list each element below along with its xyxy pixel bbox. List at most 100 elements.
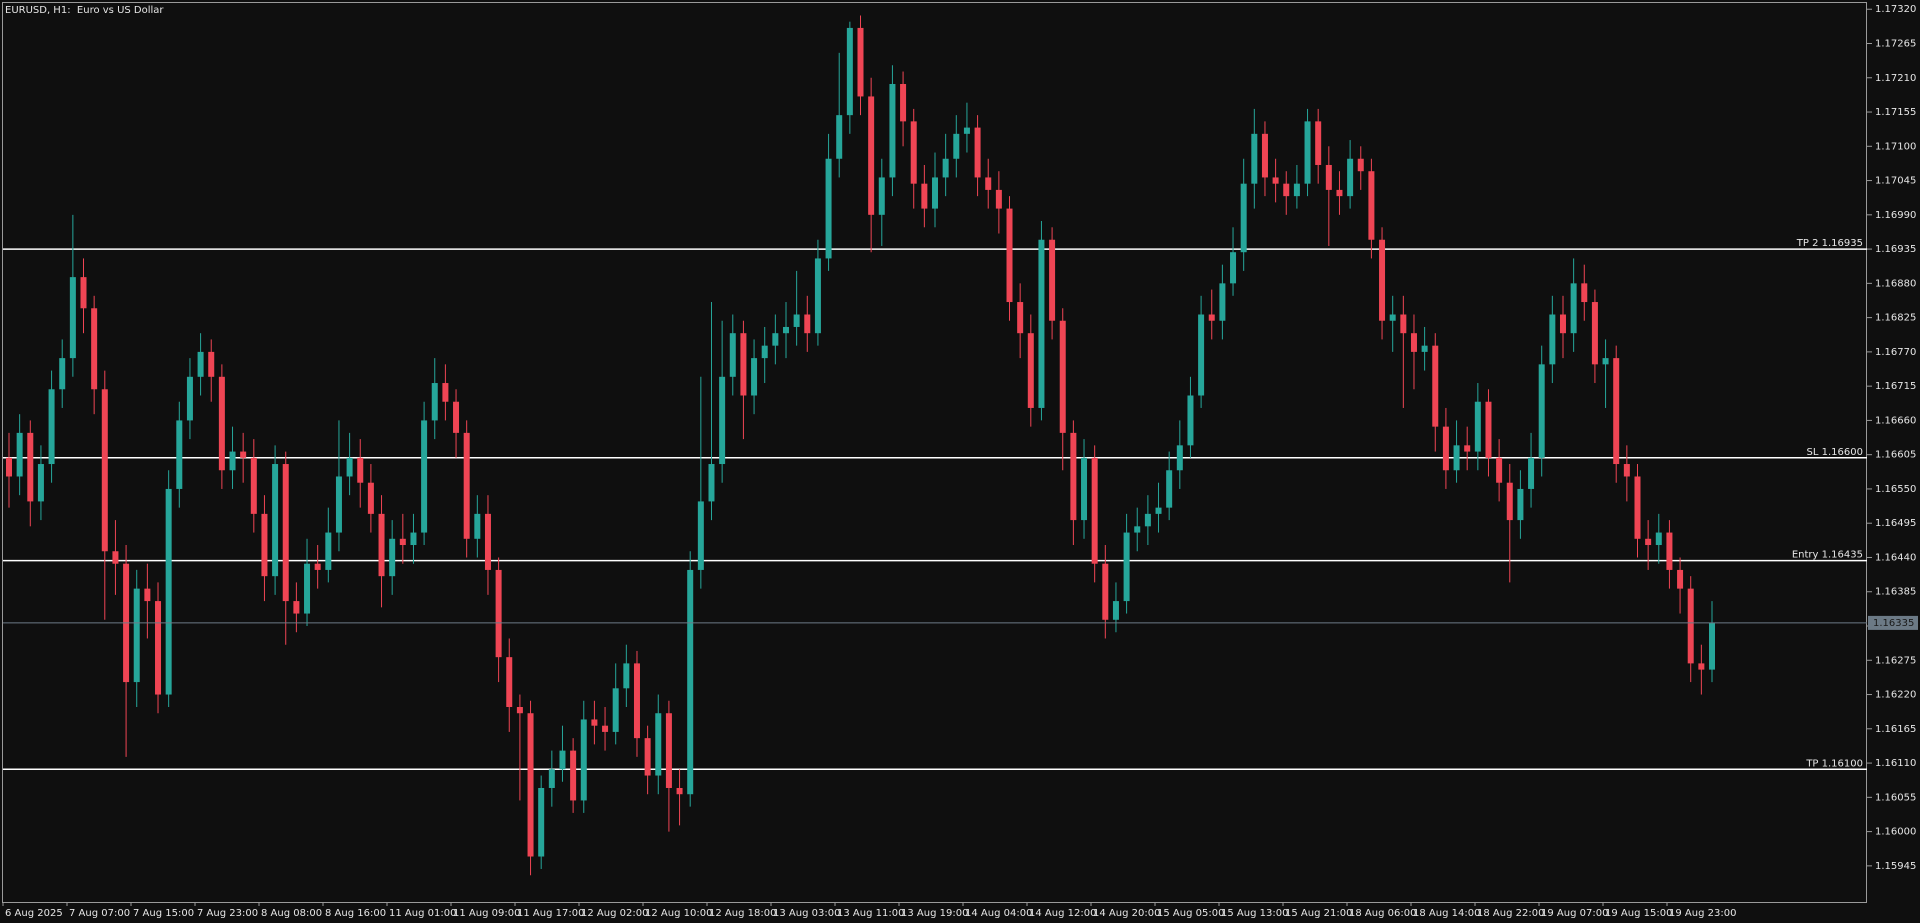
y-tick-label: 1.16220 xyxy=(1875,690,1916,701)
x-tick-label: 18 Aug 14:00 xyxy=(1413,908,1480,919)
candle-body xyxy=(389,538,396,577)
x-tick-label: 12 Aug 02:00 xyxy=(581,908,648,919)
level-label: TP 1.16100 xyxy=(1805,758,1863,769)
candle-body xyxy=(1240,183,1247,253)
x-tick-label: 13 Aug 11:00 xyxy=(837,908,904,919)
y-tick-label: 1.16825 xyxy=(1875,313,1916,324)
candle-body xyxy=(665,713,672,788)
y-tick-label: 1.16055 xyxy=(1875,792,1916,803)
candle-body xyxy=(1272,177,1279,184)
candle-body xyxy=(80,277,87,309)
y-tick-label: 1.16550 xyxy=(1875,484,1916,495)
candle-body xyxy=(314,563,321,570)
candle-body xyxy=(335,476,342,533)
candle-body xyxy=(1410,333,1417,352)
candle-body xyxy=(1293,183,1300,197)
candle-body xyxy=(868,96,875,215)
y-tick-label: 1.17210 xyxy=(1875,73,1916,84)
level-label: TP 2 1.16935 xyxy=(1796,238,1863,249)
y-tick-label: 1.16715 xyxy=(1875,381,1916,392)
y-tick-label: 1.16770 xyxy=(1875,347,1916,358)
candle-body xyxy=(1570,283,1577,334)
y-tick-label: 1.16935 xyxy=(1875,244,1916,255)
candle-body xyxy=(1581,283,1588,303)
candle-body xyxy=(1709,622,1715,670)
candle-body xyxy=(570,750,577,801)
x-tick-label: 12 Aug 10:00 xyxy=(645,908,712,919)
x-tick-label: 15 Aug 21:00 xyxy=(1285,908,1352,919)
candle-body xyxy=(48,389,55,465)
candle-body xyxy=(1506,482,1513,521)
candle-body xyxy=(1027,333,1034,408)
candle-body xyxy=(1283,183,1290,197)
candle-body xyxy=(548,769,555,788)
candle-body xyxy=(1123,532,1130,602)
candle-body xyxy=(197,351,204,377)
candle-body xyxy=(378,513,385,577)
candle-body xyxy=(1538,364,1545,458)
y-tick-label: 1.15945 xyxy=(1875,861,1916,872)
candle-body xyxy=(900,83,907,122)
y-tick-label: 1.16110 xyxy=(1875,758,1916,769)
candle-body xyxy=(1112,601,1119,620)
y-tick-label: 1.17100 xyxy=(1875,141,1916,152)
candle-body xyxy=(602,725,609,732)
candle-body xyxy=(1006,208,1013,303)
candle-body xyxy=(27,432,34,502)
candle-body xyxy=(1559,314,1566,334)
candle-body xyxy=(325,532,332,570)
candle-body xyxy=(836,115,843,159)
candle-body xyxy=(591,719,598,726)
candle-body xyxy=(506,657,513,707)
candle-body xyxy=(559,750,566,770)
candle-body xyxy=(1379,239,1386,321)
candle-body xyxy=(304,563,311,614)
x-tick-label: 15 Aug 13:00 xyxy=(1221,908,1288,919)
candle-body xyxy=(1059,320,1066,433)
y-tick-label: 1.16880 xyxy=(1875,278,1916,289)
candle-body xyxy=(495,569,502,658)
x-tick-label: 11 Aug 09:00 xyxy=(453,908,520,919)
y-tick-label: 1.16165 xyxy=(1875,724,1916,735)
candle-body xyxy=(410,532,417,546)
candle-body xyxy=(729,333,736,377)
candle-body xyxy=(463,432,470,539)
candle-body xyxy=(484,513,491,570)
candle-body xyxy=(1102,563,1109,620)
candle-body xyxy=(229,451,236,471)
candle-body xyxy=(1623,464,1630,477)
candle-body xyxy=(1464,445,1471,452)
candle-body xyxy=(761,345,768,359)
candle-body xyxy=(580,719,587,801)
candle-body xyxy=(793,314,800,327)
candle-body xyxy=(59,358,66,390)
y-tick-label: 1.16440 xyxy=(1875,552,1916,563)
y-tick-label: 1.16385 xyxy=(1875,587,1916,598)
candle-body xyxy=(1166,470,1173,508)
y-tick-label: 1.16605 xyxy=(1875,450,1916,461)
candle-body xyxy=(1528,457,1535,489)
candle-body xyxy=(846,27,853,116)
y-tick-label: 1.16275 xyxy=(1875,655,1916,666)
x-tick-label: 14 Aug 20:00 xyxy=(1093,908,1160,919)
candle-body xyxy=(1687,588,1694,664)
level-label: Entry 1.16435 xyxy=(1792,550,1863,561)
candle-body xyxy=(1208,314,1215,321)
x-tick-label: 14 Aug 12:00 xyxy=(1029,908,1096,919)
y-tick-label: 1.17045 xyxy=(1875,176,1916,187)
x-tick-label: 12 Aug 18:00 xyxy=(709,908,776,919)
candle-body xyxy=(655,713,662,776)
x-tick-label: 6 Aug 2025 xyxy=(5,908,63,919)
candle-body xyxy=(857,27,864,97)
candle-body xyxy=(1155,507,1162,514)
candle-body xyxy=(133,588,140,683)
candle-body xyxy=(953,133,960,159)
candle-body xyxy=(357,457,364,483)
x-tick-label: 13 Aug 03:00 xyxy=(773,908,840,919)
candle-body xyxy=(346,457,353,477)
candle-body xyxy=(878,177,885,215)
x-tick-label: 11 Aug 01:00 xyxy=(389,908,456,919)
y-tick-label: 1.16000 xyxy=(1875,827,1916,838)
